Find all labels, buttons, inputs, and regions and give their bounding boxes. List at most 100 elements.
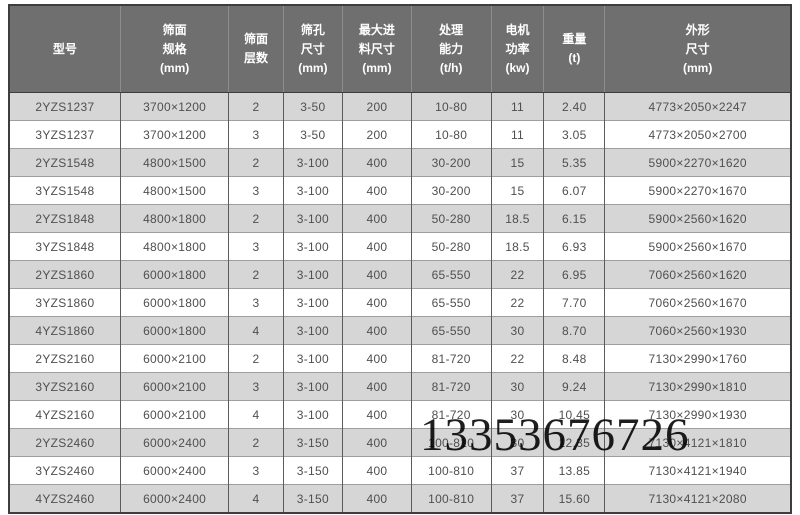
cell-deck-count: 3 (228, 232, 284, 261)
cell-max-feed: 400 (342, 232, 412, 261)
cell-deck-count: 3 (228, 120, 284, 149)
header-line: 尺寸 (300, 41, 325, 56)
column-header-model: 型号 (9, 5, 121, 93)
cell-deck-count: 2 (228, 204, 284, 233)
cell-capacity: 100-810 (410, 484, 492, 513)
cell-motor-power: 18.5 (490, 204, 544, 233)
cell-dimensions: 7130×4121×1940 (604, 456, 791, 485)
cell-screen-spec: 6000×1800 (119, 288, 229, 317)
cell-weight: 8.70 (543, 316, 605, 345)
table-row: 3YZS2460 6000×2400 3 3-150 400 100-810 37 13.85… (9, 456, 791, 485)
cell-deck-count: 2 (228, 428, 284, 457)
cell-deck-count: 3 (228, 288, 284, 317)
cell-motor-power: 22 (490, 344, 544, 373)
cell-mesh-size: 3-100 (282, 400, 343, 429)
cell-mesh-size: 3-150 (282, 484, 343, 513)
cell-motor-power: 18.5 (490, 232, 544, 261)
cell-max-feed: 400 (342, 260, 412, 289)
cell-weight: 6.15 (543, 204, 605, 233)
cell-motor-power: 11 (490, 120, 544, 149)
cell-model: 2YZS1548 (9, 148, 121, 177)
cell-motor-power: 30 (490, 316, 544, 345)
cell-weight: 8.48 (543, 344, 605, 373)
spec-table: 型号 筛面 规格 (mm) 筛面 层数 筛孔 尺寸 (mm) 最大进 料尺寸 (mm) 处理 能力 (t/h… (8, 4, 792, 514)
header-line: 外形 (685, 22, 710, 37)
cell-capacity: 50-280 (410, 204, 492, 233)
column-header-weight: 重量 (t) (543, 5, 605, 93)
cell-deck-count: 2 (228, 260, 284, 289)
table-row: 4YZS2460 6000×2400 4 3-150 400 100-810 37 15.60… (9, 484, 791, 513)
cell-dimensions: 7130×2990×1760 (604, 344, 791, 373)
cell-model: 2YZS1237 (9, 92, 121, 121)
cell-capacity: 30-200 (410, 148, 492, 177)
cell-max-feed: 400 (342, 484, 412, 513)
cell-screen-spec: 4800×1500 (119, 176, 229, 205)
cell-screen-spec: 6000×2100 (119, 372, 229, 401)
cell-screen-spec: 3700×1200 (119, 120, 229, 149)
table-row: 2YZS1548 4800×1500 2 3-100 400 30-200 15 5.35 59… (9, 148, 791, 177)
cell-screen-spec: 4800×1800 (119, 204, 229, 233)
table-row: 3YZS1548 4800×1500 3 3-100 400 30-200 15 6.07 59… (9, 176, 791, 205)
cell-weight: 12.35 (543, 428, 605, 457)
cell-screen-spec: 4800×1800 (119, 232, 229, 261)
header-line: 型号 (52, 41, 77, 56)
cell-screen-spec: 4800×1500 (119, 148, 229, 177)
cell-capacity: 81-720 (410, 400, 492, 429)
cell-deck-count: 2 (228, 92, 284, 121)
cell-capacity: 100-810 (410, 456, 492, 485)
cell-mesh-size: 3-100 (282, 176, 343, 205)
cell-max-feed: 400 (342, 428, 412, 457)
cell-dimensions: 5900×2560×1620 (604, 204, 791, 233)
header-line: (kw) (505, 60, 530, 75)
cell-model: 3YZS2160 (9, 372, 121, 401)
cell-weight: 6.07 (543, 176, 605, 205)
cell-mesh-size: 3-100 (282, 204, 343, 233)
cell-motor-power: 30 (490, 372, 544, 401)
cell-dimensions: 5900×2270×1620 (604, 148, 791, 177)
cell-weight: 15.60 (543, 484, 605, 513)
header-line: (mm) (362, 60, 392, 75)
cell-motor-power: 15 (490, 176, 544, 205)
cell-motor-power: 37 (490, 484, 544, 513)
header-line: 处理 (439, 22, 464, 37)
cell-mesh-size: 3-50 (282, 120, 343, 149)
cell-max-feed: 400 (342, 176, 412, 205)
column-header-max-feed: 最大进料尺寸 (mm) (342, 5, 412, 93)
cell-mesh-size: 3-100 (282, 372, 343, 401)
cell-max-feed: 200 (342, 92, 412, 121)
cell-screen-spec: 6000×2400 (119, 456, 229, 485)
cell-max-feed: 400 (342, 400, 412, 429)
cell-weight: 7.70 (543, 288, 605, 317)
cell-mesh-size: 3-50 (282, 92, 343, 121)
cell-model: 3YZS1237 (9, 120, 121, 149)
cell-model: 2YZS1848 (9, 204, 121, 233)
cell-deck-count: 2 (228, 148, 284, 177)
cell-motor-power: 11 (490, 92, 544, 121)
header-line: (mm) (683, 60, 713, 75)
cell-motor-power: 15 (490, 148, 544, 177)
cell-weight: 5.35 (543, 148, 605, 177)
header-line: 重量 (562, 32, 587, 46)
header-line: 最大进 (358, 22, 395, 37)
cell-motor-power: 30 (490, 400, 544, 429)
cell-weight: 9.24 (543, 372, 605, 401)
cell-capacity: 50-280 (410, 232, 492, 261)
cell-model: 3YZS1548 (9, 176, 121, 205)
header-line: 料尺寸 (358, 41, 395, 56)
cell-dimensions: 7130×2990×1930 (604, 400, 791, 429)
table-row: 2YZS1848 4800×1800 2 3-100 400 50-280 18.5 6.15… (9, 204, 791, 233)
header-line: (mm) (159, 60, 190, 75)
cell-capacity: 65-550 (410, 316, 492, 345)
table-row: 2YZS1860 6000×1800 2 3-100 400 65-550 22 6.95 70… (9, 260, 791, 289)
table-row: 2YZS2160 6000×2100 2 3-100 400 81-720 22 8.48 71… (9, 344, 791, 373)
cell-deck-count: 4 (228, 400, 284, 429)
cell-capacity: 100-810 (410, 428, 492, 457)
cell-model: 2YZS2460 (9, 428, 121, 457)
cell-dimensions: 7060×2560×1620 (604, 260, 791, 289)
cell-dimensions: 7130×4121×2080 (604, 484, 791, 513)
column-header-mesh-size: 筛孔 尺寸 (mm) (282, 5, 343, 93)
header-line: 规格 (162, 41, 187, 56)
cell-capacity: 10-80 (410, 92, 492, 121)
cell-dimensions: 5900×2560×1670 (604, 232, 791, 261)
